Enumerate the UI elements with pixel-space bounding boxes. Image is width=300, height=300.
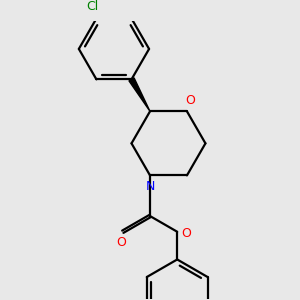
Text: O: O: [185, 94, 195, 107]
Text: O: O: [116, 236, 126, 249]
Text: N: N: [145, 180, 155, 193]
Polygon shape: [129, 78, 150, 111]
Text: Cl: Cl: [87, 0, 99, 13]
Text: O: O: [181, 227, 191, 240]
